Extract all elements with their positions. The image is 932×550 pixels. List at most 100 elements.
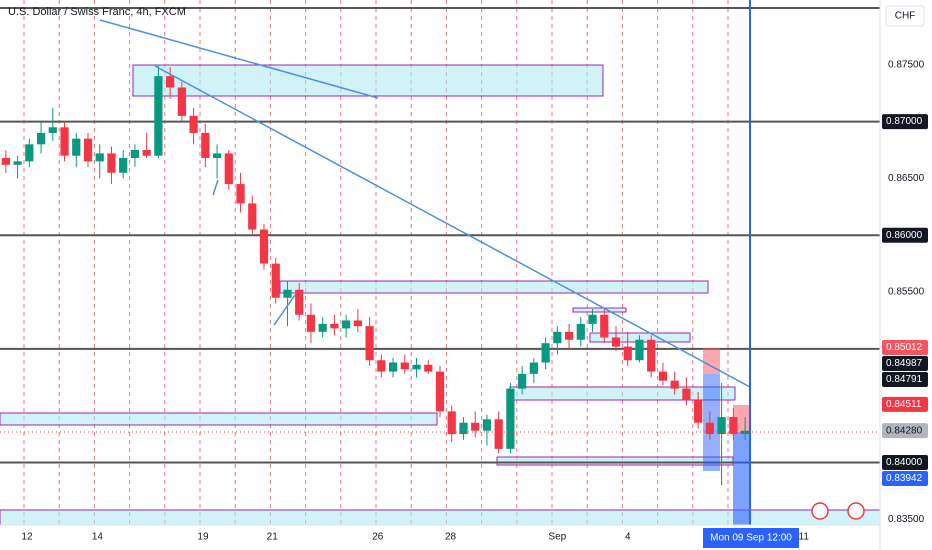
x-tick-label: 4 [625,532,631,543]
zone [0,412,438,426]
candle-body [189,115,198,133]
position-tool [703,348,750,525]
candle-body [435,371,445,412]
event-icons [811,502,865,520]
candle-body [623,346,632,361]
candle-body [529,362,538,374]
trend-line [273,294,296,326]
candle-body [60,127,69,156]
candle-body [740,430,750,435]
crosshair-time-box [703,528,799,548]
price-tag-label: 0.84000 [886,457,923,468]
candles [1,64,750,486]
candle-body [353,320,362,327]
candle-body [424,364,433,372]
candle-body [236,184,245,204]
axes: 0.87500 0.86500 0.85500 0.83500 0.87000 0.860… [21,59,928,543]
candle-body [201,132,210,158]
candle-body [295,289,304,315]
chart-title: U.S. Dollar / Swiss Franc, 4h, FXCM [8,6,186,18]
candle-body [130,150,140,158]
candle-body [518,373,527,389]
currency-button[interactable] [885,5,925,27]
candle-body [72,138,81,156]
candle-body [506,388,515,449]
x-tick-label: 19 [197,532,209,543]
candle-body [13,161,22,165]
zone [279,280,709,294]
candle-body [541,343,550,363]
candle-body [177,87,186,116]
zone [572,307,627,313]
candle-body [271,263,280,298]
candle-body [142,150,151,156]
candle-body [283,289,292,298]
zone [132,64,604,97]
price-tag [882,396,928,412]
x-tick-label: 12 [21,532,33,543]
x-tick-label: Sep [548,532,566,543]
candle-body [588,314,597,324]
zone [496,456,734,466]
price-tag [882,340,928,355]
candle-body [306,314,316,332]
candle-body [25,144,34,162]
candle-body [494,419,503,449]
price-tag [882,455,928,470]
event-icon[interactable] [811,502,829,520]
candle-body [95,153,104,162]
candle-body [553,331,562,344]
price-tag-label: 0.84280 [886,425,923,436]
candle-body [658,371,668,381]
candle-body [1,157,10,165]
price-tag [882,227,928,243]
candle-body [400,362,409,370]
candle-body [248,203,257,230]
candle-body [459,422,468,435]
y-tick-label: 0.85500 [888,287,925,298]
candle-body [412,364,421,370]
candle-body [36,132,46,145]
candle-body [48,127,57,133]
x-tick-label: 14 [92,532,104,543]
target-zone [703,374,720,471]
price-tag-label: 0.85012 [886,342,923,353]
x-tick-label: 21 [267,532,279,543]
candle-body [224,153,233,185]
candle-body [717,417,726,435]
trend-line [212,179,219,196]
candle-body [83,138,93,162]
candle-body [107,153,116,173]
candle-body [365,326,374,361]
candle-body [482,419,492,431]
candle-body [259,229,269,264]
candle-body [576,323,585,340]
price-tag [882,423,928,439]
price-tag-label: 0.84511 [886,399,922,410]
candle-body [154,76,163,156]
trend-line [99,19,379,99]
price-tag-label: 0.84987 [886,358,923,369]
y-tick-label: 0.83500 [888,514,925,525]
candle-body [635,339,644,361]
candle-body [212,153,222,158]
candle-body [388,362,398,372]
currency[interactable]: CHF [895,11,916,22]
event-icon[interactable] [847,502,865,520]
candle-body [694,400,703,423]
price-tag-label: 0.86000 [886,230,923,241]
price-tag-label: 0.83942 [886,473,923,484]
y-tick-label: 0.87500 [888,59,925,70]
trend-line [154,65,751,388]
x-tick-label: 28 [445,532,457,543]
price-tag [882,114,928,130]
candle-body [166,76,175,88]
candle-body [564,331,574,340]
price-tag [882,372,928,387]
crosshair-time: Mon 09 Sep 12:00 [710,533,792,544]
candle-body [670,380,679,389]
price-tag [882,356,928,371]
candle-body [318,323,327,332]
price-tag [882,471,928,486]
candle-body [705,422,714,435]
